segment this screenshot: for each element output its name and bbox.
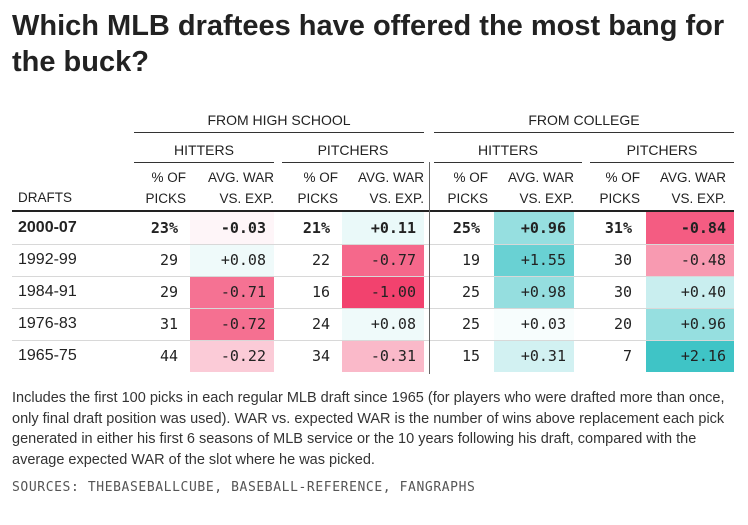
colhead-line: PICKS [599,191,640,206]
pct-cell: 20 [613,315,632,333]
subheader-rule-college-hitters [434,162,582,163]
war-cell: -0.77 [342,244,424,276]
row-label: 1992-99 [18,251,77,268]
pct-cell: 16 [311,283,330,301]
row-label: 1965-75 [18,347,77,364]
pct-cell: 25% [452,219,480,237]
group-rule-high-school [134,132,424,133]
colhead-line: % OF [453,170,488,185]
pct-cell: 23% [150,219,178,237]
pct-cell: 25 [461,283,480,301]
colhead-line: % OF [151,170,186,185]
war-cell: +2.16 [646,340,734,372]
subheader-hs-pitchers: PITCHERS [317,142,389,158]
colhead-hs-pit-pct: % OF PICKS [282,167,338,209]
chart-title: Which MLB draftees have offered the most… [12,10,725,78]
group-header-high-school: FROM HIGH SCHOOL [207,112,351,128]
war-cell: -0.03 [190,212,274,244]
colhead-line: VS. EXP. [671,191,726,206]
subheader-rule-hs-hitters [134,162,274,163]
colhead-hs-hit-pct: % OF PICKS [134,167,186,209]
colhead-line: VS. EXP. [519,191,574,206]
row-label: 2000-07 [18,219,77,236]
war-cell: -0.31 [342,340,424,372]
colhead-hs-hit-war: AVG. WAR VS. EXP. [190,167,274,209]
pct-cell: 19 [461,251,480,269]
war-cell: -0.84 [646,212,734,244]
war-cell: -0.72 [190,308,274,340]
subheader-college-pitchers: PITCHERS [626,142,698,158]
colhead-line: % OF [303,170,338,185]
subheader-rule-college-pitchers [590,162,734,163]
row-divider [12,308,734,309]
war-cell: +0.08 [190,244,274,276]
colhead-line: AVG. WAR [507,170,574,185]
pct-cell: 34 [311,347,330,365]
pct-cell: 30 [613,283,632,301]
sources: SOURCES: THEBASEBALLCUBE, BASEBALL-REFER… [12,480,476,495]
colhead-line: AVG. WAR [207,170,274,185]
colhead-col-hit-pct: % OF PICKS [434,167,488,209]
war-cell: +0.40 [646,276,734,308]
pct-cell: 29 [159,283,178,301]
row-divider [12,244,734,245]
section-divider [429,162,430,374]
colhead-col-pit-pct: % OF PICKS [590,167,640,209]
war-cell: -0.48 [646,244,734,276]
war-cell: -1.00 [342,276,424,308]
war-cell: +0.11 [342,212,424,244]
war-cell: +1.55 [494,244,574,276]
pct-cell: 31% [604,219,632,237]
colhead-line: PICKS [145,191,186,206]
war-cell: +0.96 [646,308,734,340]
pct-cell: 21% [302,219,330,237]
colhead-hs-pit-war: AVG. WAR VS. EXP. [342,167,424,209]
colhead-drafts: DRAFTS [18,190,72,205]
pct-cell: 29 [159,251,178,269]
group-header-college: FROM COLLEGE [528,112,640,128]
group-rule-college [434,132,734,133]
war-cell: +0.98 [494,276,574,308]
colhead-line: PICKS [297,191,338,206]
row-divider [12,276,734,277]
war-cell: +0.31 [494,340,574,372]
pct-cell: 22 [311,251,330,269]
colhead-line: VS. EXP. [369,191,424,206]
header-rule [12,210,734,212]
war-cell: +0.08 [342,308,424,340]
row-label: 1984-91 [18,283,77,300]
war-cell: -0.71 [190,276,274,308]
pct-cell: 25 [461,315,480,333]
pct-cell: 31 [159,315,178,333]
war-cell: -0.22 [190,340,274,372]
pct-cell: 15 [461,347,480,365]
war-cell: +0.96 [494,212,574,244]
footnote: Includes the first 100 picks in each reg… [12,390,725,468]
colhead-line: % OF [605,170,640,185]
war-cell: +0.03 [494,308,574,340]
row-label: 1976-83 [18,315,77,332]
subheader-rule-hs-pitchers [282,162,424,163]
colhead-line: VS. EXP. [219,191,274,206]
pct-cell: 7 [622,347,632,365]
colhead-line: PICKS [447,191,488,206]
subheader-college-hitters: HITTERS [478,142,538,158]
subheader-hs-hitters: HITTERS [174,142,234,158]
pct-cell: 44 [159,347,178,365]
pct-cell: 30 [613,251,632,269]
row-divider [12,340,734,341]
colhead-col-pit-war: AVG. WAR VS. EXP. [646,167,726,209]
colhead-line: AVG. WAR [659,170,726,185]
colhead-col-hit-war: AVG. WAR VS. EXP. [494,167,574,209]
pct-cell: 24 [311,315,330,333]
colhead-line: AVG. WAR [357,170,424,185]
